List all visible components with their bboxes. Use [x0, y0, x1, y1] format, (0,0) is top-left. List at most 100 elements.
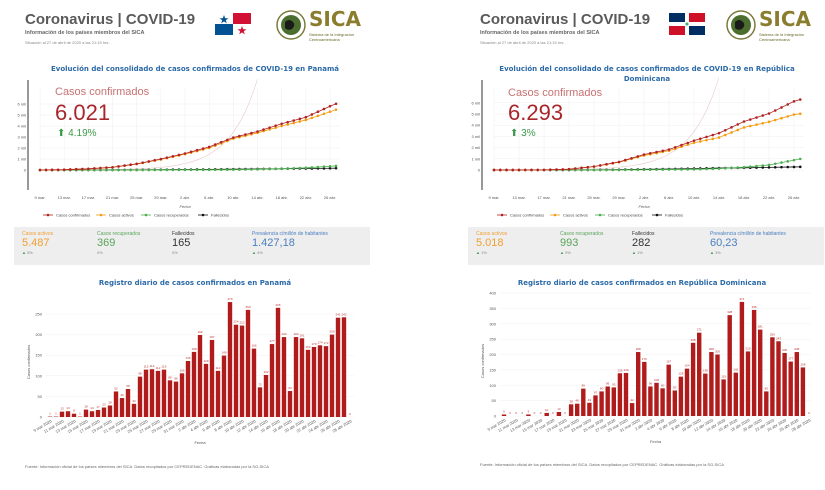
x-tick-label: 25 mar.: [587, 195, 600, 200]
data-point: [304, 118, 308, 122]
data-point: [298, 166, 302, 170]
bar-value-label: 271: [697, 328, 702, 332]
legend-marker: [500, 213, 504, 217]
data-point: [38, 168, 42, 172]
bar-value-label: 224: [233, 320, 238, 324]
stat-change-value: 9%: [565, 250, 571, 255]
panama-flag-icon: [215, 13, 251, 35]
stat-change: ▲ 3%: [710, 250, 786, 255]
bar: [648, 386, 653, 416]
data-point: [736, 166, 740, 169]
bar-value-label: 8: [73, 409, 75, 413]
data-point: [322, 112, 326, 116]
bar-value-label: 176: [642, 357, 647, 361]
data-point: [698, 167, 702, 171]
data-point: [268, 167, 271, 171]
data-point: [280, 124, 283, 128]
stat-value: 5.487: [22, 237, 50, 249]
bar: [727, 315, 732, 416]
y-tick-label: 250: [489, 337, 496, 342]
data-point: [573, 167, 577, 170]
data-point: [195, 148, 199, 152]
y-tick-label: 1 mil: [472, 156, 481, 161]
bar-value-label: 138: [703, 369, 708, 373]
bar-value-label: 68: [126, 384, 130, 388]
data-point: [798, 157, 802, 161]
x-tick-label: 17 mar.: [82, 195, 95, 200]
stat-label: Casos activos: [476, 231, 508, 237]
data-point: [292, 121, 296, 125]
legend-marker: [144, 213, 148, 217]
situation-timestamp: Situación al 27 de abril de 2020 a las 2…: [480, 40, 565, 45]
data-point: [262, 167, 265, 171]
x-tick-label: 29 mar.: [612, 195, 625, 200]
bar-value-label: 116: [150, 364, 155, 368]
data-point: [780, 165, 783, 169]
bar-value-label: 43: [588, 398, 592, 402]
data-point: [232, 136, 235, 139]
x-axis-label: Fecha: [179, 204, 191, 209]
bar-value-label: 93: [612, 382, 616, 386]
bar: [299, 338, 305, 417]
data-point: [93, 167, 96, 170]
bar: [501, 414, 507, 416]
data-point: [334, 102, 338, 106]
stat-change: 0%: [97, 250, 140, 255]
data-point: [717, 136, 721, 139]
data-point: [723, 166, 727, 170]
stat-change-value: 4%: [257, 250, 263, 255]
bar-value-label: 14: [66, 406, 70, 410]
bar-value-label: 265: [275, 303, 280, 307]
data-point: [511, 168, 515, 172]
bar: [745, 351, 751, 416]
legend-marker: [598, 213, 602, 217]
data-point: [667, 168, 671, 171]
data-point: [171, 168, 175, 172]
bar: [556, 412, 562, 416]
y-axis-label: Casos confirmados: [480, 344, 485, 378]
sica-logo: SICA Sistema de la Integración Centroamer…: [725, 8, 815, 47]
bar: [678, 376, 684, 416]
bar-value-label: 345: [752, 305, 757, 309]
bar: [233, 324, 239, 417]
data-point: [286, 167, 290, 170]
sica-logo-tagline: Sistema de la Integración Centroamerican…: [759, 32, 805, 42]
dashboard-title: Coronavirus | COVID-19: [480, 11, 651, 28]
bar: [599, 391, 604, 416]
data-point: [189, 150, 193, 154]
stat-label: Casos recuperados: [560, 231, 604, 237]
arrow-up-icon: ▲: [632, 250, 638, 255]
bar-value-label: 115: [162, 365, 167, 369]
x-tick-label: 6 abr.: [204, 195, 214, 200]
data-point: [717, 167, 721, 170]
x-axis-label: Fecha: [194, 440, 206, 445]
legend-marker: [655, 213, 659, 217]
stat-deaths: Fallecidos 282 ▲ 1%: [632, 231, 655, 255]
data-point: [736, 123, 740, 126]
x-tick-label: 2 abr.: [180, 195, 190, 200]
bar-value-label: 241: [335, 313, 340, 317]
y-tick-label: 200: [35, 332, 42, 337]
data-point: [748, 118, 752, 121]
panama-dashboard: Coronavirus | COVID-19 Información de lo…: [0, 0, 412, 490]
x-tick-label: 14 abr.: [713, 195, 725, 200]
data-point: [730, 131, 733, 134]
arrow-up-icon: ⬆: [57, 128, 66, 139]
data-point: [123, 168, 126, 172]
bar: [281, 337, 287, 417]
bar-value-label: 32: [132, 399, 136, 403]
bar: [666, 364, 671, 416]
arrow-up-icon: ⬆: [510, 128, 519, 139]
data-point: [135, 168, 138, 172]
data-point: [742, 165, 746, 169]
bar-value-label: 89: [582, 384, 586, 388]
bar: [672, 390, 677, 416]
data-point: [183, 152, 187, 155]
bar-value-label: 96: [606, 381, 610, 385]
bar: [125, 388, 131, 417]
bar: [197, 335, 203, 417]
headline-value: 6.293: [508, 100, 564, 125]
bar-value-label: 208: [636, 347, 641, 351]
data-point: [225, 168, 229, 172]
bar: [323, 346, 329, 417]
